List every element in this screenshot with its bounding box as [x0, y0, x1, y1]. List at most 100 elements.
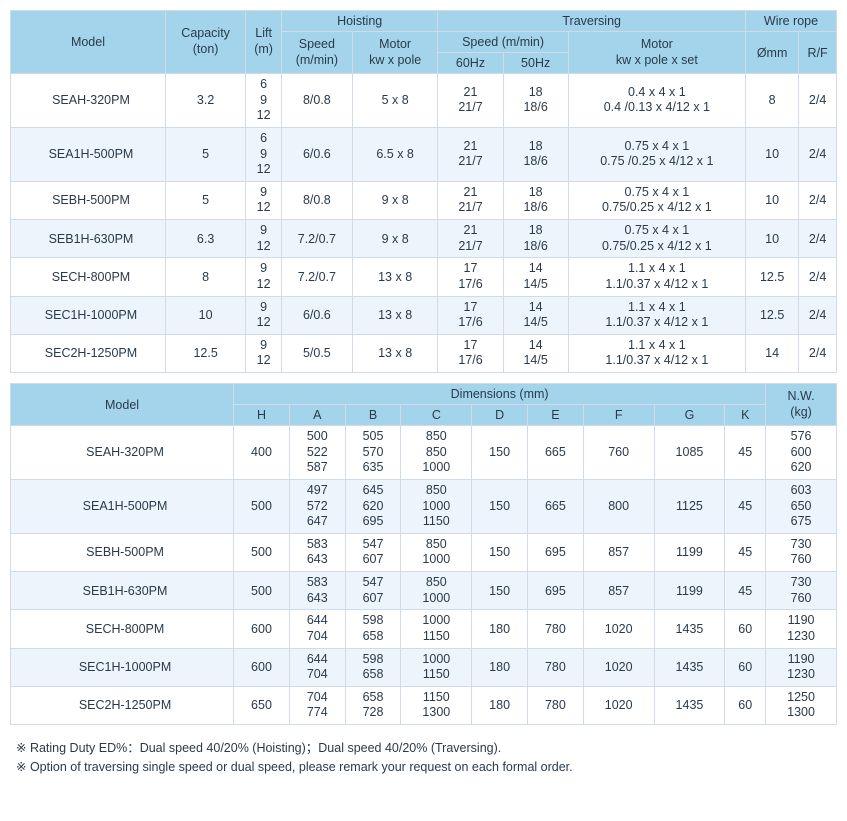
cell-capacity: 5 [165, 127, 245, 181]
cell-G: 1435 [654, 686, 725, 724]
cell-trav-60hz: 2121/7 [438, 181, 503, 219]
cell-C: 11501300 [401, 686, 472, 724]
cell-C: 10001150 [401, 610, 472, 648]
cell-wire-rf: 2/4 [799, 181, 837, 219]
cell-H: 500 [234, 479, 290, 533]
cell-hoist-speed: 6/0.6 [281, 127, 352, 181]
cell-B: 645620695 [345, 479, 401, 533]
cell-trav-60hz: 1717/6 [438, 296, 503, 334]
cell-hoist-speed: 8/0.8 [281, 74, 352, 128]
cell-wire-dia: 10 [745, 127, 798, 181]
cell-F: 760 [583, 426, 654, 480]
cell-trav-50hz: 1414/5 [503, 258, 568, 296]
cell-hoist-speed: 6/0.6 [281, 296, 352, 334]
cell-K: 45 [725, 572, 766, 610]
table-row: SEAH-320PM400500522587505570635850850100… [11, 426, 837, 480]
cell-nw: 12501300 [766, 686, 837, 724]
cell-trav-50hz: 1818/6 [503, 127, 568, 181]
cell-hoist-motor: 13 x 8 [352, 258, 438, 296]
hdr-model: Model [11, 11, 166, 74]
cell-wire-dia: 12.5 [745, 258, 798, 296]
cell-model: SEC1H-1000PM [11, 648, 234, 686]
cell-C: 10001150 [401, 648, 472, 686]
cell-model: SEB1H-630PM [11, 220, 166, 258]
cell-wire-rf: 2/4 [799, 258, 837, 296]
cell-capacity: 8 [165, 258, 245, 296]
cell-A: 704774 [289, 686, 345, 724]
cell-lift: 912 [246, 220, 282, 258]
cell-A: 644704 [289, 610, 345, 648]
hdr-wire-dia: Ømm [745, 32, 798, 74]
cell-K: 45 [725, 479, 766, 533]
cell-trav-60hz: 2121/7 [438, 220, 503, 258]
cell-nw: 730760 [766, 572, 837, 610]
hdr2-K: K [725, 405, 766, 426]
cell-model: SEA1H-500PM [11, 479, 234, 533]
hdr2-H: H [234, 405, 290, 426]
cell-B: 598658 [345, 648, 401, 686]
table-row: SEA1H-500PM569126/0.66.5 x 82121/71818/6… [11, 127, 837, 181]
cell-G: 1199 [654, 572, 725, 610]
cell-model: SEBH-500PM [11, 533, 234, 571]
hdr2-model: Model [11, 384, 234, 426]
cell-nw: 11901230 [766, 648, 837, 686]
hdr2-F: F [583, 405, 654, 426]
cell-wire-dia: 10 [745, 220, 798, 258]
cell-D: 180 [472, 686, 528, 724]
cell-trav-motor: 0.75 x 4 x 10.75 /0.25 x 4/12 x 1 [568, 127, 745, 181]
cell-A: 497572647 [289, 479, 345, 533]
cell-K: 60 [725, 686, 766, 724]
cell-model: SEB1H-630PM [11, 572, 234, 610]
specs-table-2: Model Dimensions (mm) N.W.(kg) H A B C D… [10, 383, 837, 725]
cell-model: SEC2H-1250PM [11, 686, 234, 724]
cell-model: SEBH-500PM [11, 181, 166, 219]
cell-model: SEC2H-1250PM [11, 334, 166, 372]
cell-trav-60hz: 2121/7 [438, 127, 503, 181]
cell-hoist-motor: 6.5 x 8 [352, 127, 438, 181]
cell-H: 600 [234, 648, 290, 686]
cell-capacity: 3.2 [165, 74, 245, 128]
cell-K: 45 [725, 533, 766, 571]
cell-B: 547607 [345, 572, 401, 610]
hdr-hoist-motor: Motorkw x pole [352, 32, 438, 74]
cell-capacity: 12.5 [165, 334, 245, 372]
cell-hoist-motor: 9 x 8 [352, 181, 438, 219]
table-row: SEB1H-630PM6.39127.2/0.79 x 82121/71818/… [11, 220, 837, 258]
cell-wire-dia: 14 [745, 334, 798, 372]
hdr-trav-motor: Motorkw x pole x set [568, 32, 745, 74]
hdr2-dimensions: Dimensions (mm) [234, 384, 766, 405]
cell-F: 1020 [583, 610, 654, 648]
cell-E: 695 [528, 533, 584, 571]
cell-G: 1085 [654, 426, 725, 480]
cell-model: SECH-800PM [11, 610, 234, 648]
table-row: SEA1H-500PM50049757264764562069585010001… [11, 479, 837, 533]
cell-hoist-speed: 7.2/0.7 [281, 258, 352, 296]
cell-K: 60 [725, 648, 766, 686]
cell-A: 583643 [289, 533, 345, 571]
cell-F: 800 [583, 479, 654, 533]
cell-model: SEC1H-1000PM [11, 296, 166, 334]
cell-nw: 576600620 [766, 426, 837, 480]
cell-H: 650 [234, 686, 290, 724]
table-row: SEC2H-1250PM6507047746587281150130018078… [11, 686, 837, 724]
note-1: ※ Rating Duty ED%：Dual speed 40/20% (Hoi… [16, 739, 837, 758]
cell-wire-rf: 2/4 [799, 334, 837, 372]
cell-model: SEAH-320PM [11, 426, 234, 480]
cell-F: 857 [583, 572, 654, 610]
hdr2-G: G [654, 405, 725, 426]
table-row: SEC2H-1250PM12.59125/0.513 x 81717/61414… [11, 334, 837, 372]
note-2: ※ Option of traversing single speed or d… [16, 758, 837, 777]
cell-B: 658728 [345, 686, 401, 724]
hdr-trav-speed: Speed (m/min) [438, 32, 568, 53]
cell-wire-dia: 8 [745, 74, 798, 128]
cell-G: 1435 [654, 610, 725, 648]
cell-A: 644704 [289, 648, 345, 686]
cell-lift: 912 [246, 296, 282, 334]
cell-hoist-motor: 9 x 8 [352, 220, 438, 258]
hdr-wire-rf: R/F [799, 32, 837, 74]
hdr2-C: C [401, 405, 472, 426]
cell-C: 8501000 [401, 572, 472, 610]
cell-A: 500522587 [289, 426, 345, 480]
cell-C: 8501000 [401, 533, 472, 571]
cell-B: 598658 [345, 610, 401, 648]
